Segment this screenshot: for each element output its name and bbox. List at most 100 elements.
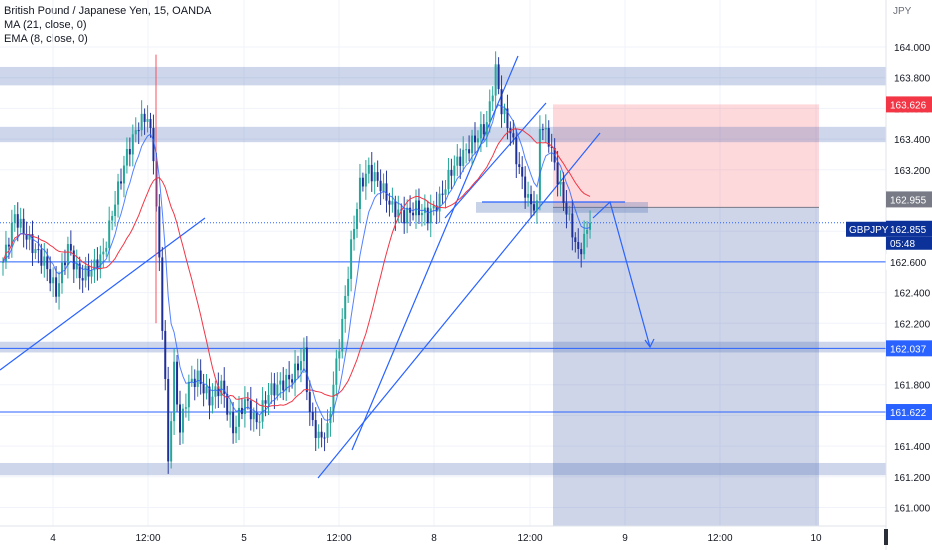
price-tag-bg (886, 404, 932, 421)
candle-body (55, 277, 58, 297)
candle (282, 367, 285, 401)
candle-body (255, 412, 258, 423)
candle-body (299, 361, 302, 371)
candle-body (72, 250, 75, 270)
candle (432, 200, 435, 216)
candle-body (288, 374, 291, 380)
candle (353, 215, 356, 251)
candle-body (350, 239, 353, 279)
candle (550, 133, 553, 162)
price-tag-label: 161.622 (890, 408, 927, 419)
candle (49, 256, 52, 292)
y-tick-label: 161.000 (894, 504, 931, 515)
candle-body (279, 380, 282, 385)
candle (43, 242, 46, 278)
candle-body (438, 193, 441, 212)
candle-body (361, 177, 364, 187)
y-tick-label: 163.800 (894, 74, 931, 85)
candle (243, 386, 246, 428)
price-tag: 162.037 (886, 340, 932, 357)
candle-body (270, 383, 273, 395)
candle (497, 57, 500, 95)
candle-body (161, 257, 164, 331)
candle-body (580, 249, 583, 255)
candle (31, 220, 34, 267)
candle-body (140, 113, 143, 131)
candle-body (128, 149, 131, 155)
candle (420, 203, 423, 227)
candle-body (589, 222, 592, 230)
candle (417, 188, 420, 225)
candle-body (332, 384, 335, 414)
candle (205, 373, 208, 400)
candle (494, 51, 497, 109)
candle-body (485, 122, 488, 135)
candle (541, 123, 544, 141)
candle (503, 103, 506, 124)
candle-body (63, 262, 66, 266)
candle-body (211, 396, 214, 406)
candle (488, 89, 491, 133)
candle (332, 371, 335, 423)
candle-body (117, 181, 120, 205)
price-tag: 162.955 (886, 191, 932, 208)
candle (238, 396, 240, 441)
candle (344, 285, 347, 333)
candle-body (146, 119, 149, 122)
candle-body (205, 386, 208, 394)
candle-body (538, 129, 541, 201)
symbol-tag: GBPJPY (846, 221, 889, 237)
candle-body (170, 421, 173, 462)
candle-body (326, 423, 329, 438)
candle-body (556, 162, 559, 185)
candle-body (373, 172, 376, 182)
y-tick-label: 162.400 (894, 289, 931, 300)
candle-body (302, 347, 305, 362)
candle-body (102, 251, 105, 255)
candle-body (550, 146, 553, 148)
candle (102, 238, 105, 268)
candle-body (476, 138, 479, 143)
candle-body (356, 209, 358, 229)
candle (299, 348, 302, 383)
candle (565, 190, 568, 229)
candle-body (258, 421, 261, 423)
candle (149, 112, 152, 138)
candle (586, 221, 589, 248)
candle-body (338, 351, 341, 359)
countdown-label: 05:48 (890, 239, 915, 250)
candle (190, 365, 193, 387)
candle-body (347, 278, 350, 296)
candle (559, 170, 562, 197)
candle (515, 128, 518, 179)
price-tag-bg (886, 96, 932, 113)
candle (341, 308, 344, 359)
candle (187, 374, 190, 421)
candle (412, 202, 415, 221)
candle (179, 390, 181, 446)
x-tick-label: 8 (431, 533, 437, 544)
candle (385, 170, 388, 213)
candle (117, 173, 120, 218)
candle (441, 180, 444, 204)
candle (235, 415, 238, 444)
candle (482, 114, 485, 141)
candle (16, 202, 19, 242)
position-stop-zone (553, 104, 819, 208)
candle (120, 168, 122, 190)
candle (93, 248, 96, 283)
candle-body (364, 173, 367, 187)
candle-body (512, 133, 515, 138)
price-tag-label: 162.855 (890, 225, 927, 236)
candle-body (432, 205, 435, 209)
candle-body (199, 370, 202, 385)
candle-body (16, 214, 19, 228)
price-tag: 161.622 (886, 404, 932, 421)
candle (252, 407, 255, 432)
candle-body (125, 149, 128, 166)
candle-body (474, 135, 476, 143)
price-tag-label: 162.600 (890, 258, 927, 269)
sr-zone (0, 126, 886, 143)
candle (376, 160, 379, 187)
